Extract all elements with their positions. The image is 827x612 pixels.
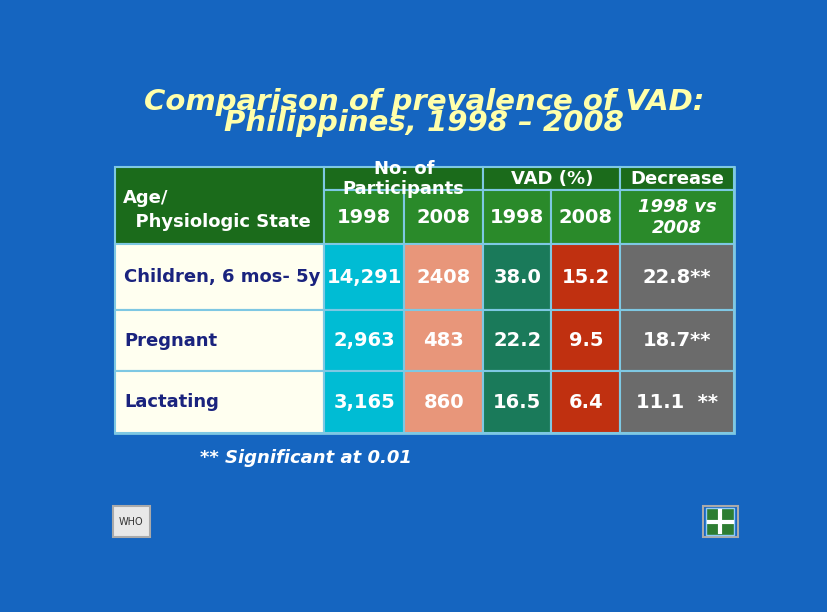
Text: 1998 vs
2008: 1998 vs 2008: [637, 198, 715, 237]
Bar: [483, 167, 619, 190]
Text: 15.2: 15.2: [562, 267, 609, 286]
Text: VAD (%): VAD (%): [510, 170, 592, 188]
Bar: [115, 371, 324, 433]
Text: 1998: 1998: [490, 208, 544, 227]
Text: Pregnant: Pregnant: [124, 332, 218, 349]
Bar: [619, 190, 733, 244]
Text: 1998: 1998: [337, 208, 391, 227]
Text: 9.5: 9.5: [568, 331, 602, 350]
Bar: [324, 371, 404, 433]
Bar: [705, 509, 734, 535]
Bar: [115, 167, 324, 244]
Text: Lactating: Lactating: [124, 394, 219, 411]
Text: Children, 6 mos- 5y: Children, 6 mos- 5y: [124, 268, 320, 286]
Text: Philippines, 1998 – 2008: Philippines, 1998 – 2008: [224, 110, 624, 138]
Bar: [115, 167, 733, 433]
Bar: [483, 244, 551, 310]
Text: Comparison of prevalence of VAD:: Comparison of prevalence of VAD:: [144, 88, 704, 116]
Text: 3,165: 3,165: [333, 393, 394, 412]
Text: 11.1  **: 11.1 **: [635, 393, 717, 412]
Text: 38.0: 38.0: [493, 267, 541, 286]
Bar: [115, 244, 324, 310]
Text: 860: 860: [423, 393, 463, 412]
Text: 18.7**: 18.7**: [642, 331, 710, 350]
Bar: [619, 371, 733, 433]
Bar: [619, 167, 733, 190]
Bar: [483, 371, 551, 433]
Text: Decrease: Decrease: [629, 170, 723, 188]
Text: 2408: 2408: [416, 267, 471, 286]
Text: ** Significant at 0.01: ** Significant at 0.01: [200, 449, 412, 467]
Bar: [404, 310, 483, 371]
Bar: [619, 244, 733, 310]
Text: Age/
  Physiologic State: Age/ Physiologic State: [122, 189, 310, 231]
Bar: [702, 506, 738, 537]
Bar: [404, 190, 483, 244]
Bar: [551, 371, 619, 433]
Bar: [619, 310, 733, 371]
Bar: [112, 506, 150, 537]
Text: 6.4: 6.4: [568, 393, 603, 412]
Bar: [115, 310, 324, 371]
Bar: [483, 310, 551, 371]
Bar: [551, 310, 619, 371]
Text: 483: 483: [423, 331, 464, 350]
Bar: [324, 310, 404, 371]
Text: 2008: 2008: [416, 208, 471, 227]
Bar: [324, 167, 483, 190]
Text: 2008: 2008: [558, 208, 612, 227]
Text: 22.2: 22.2: [493, 331, 541, 350]
Text: 22.8**: 22.8**: [642, 267, 710, 286]
Text: 2,963: 2,963: [333, 331, 394, 350]
Bar: [551, 190, 619, 244]
Text: 16.5: 16.5: [493, 393, 541, 412]
Text: 14,291: 14,291: [326, 267, 401, 286]
Text: No. of
Participants: No. of Participants: [342, 160, 464, 198]
Bar: [551, 244, 619, 310]
Bar: [324, 190, 404, 244]
Text: WHO: WHO: [119, 517, 144, 526]
Bar: [324, 244, 404, 310]
Bar: [404, 244, 483, 310]
Bar: [483, 190, 551, 244]
Bar: [404, 371, 483, 433]
